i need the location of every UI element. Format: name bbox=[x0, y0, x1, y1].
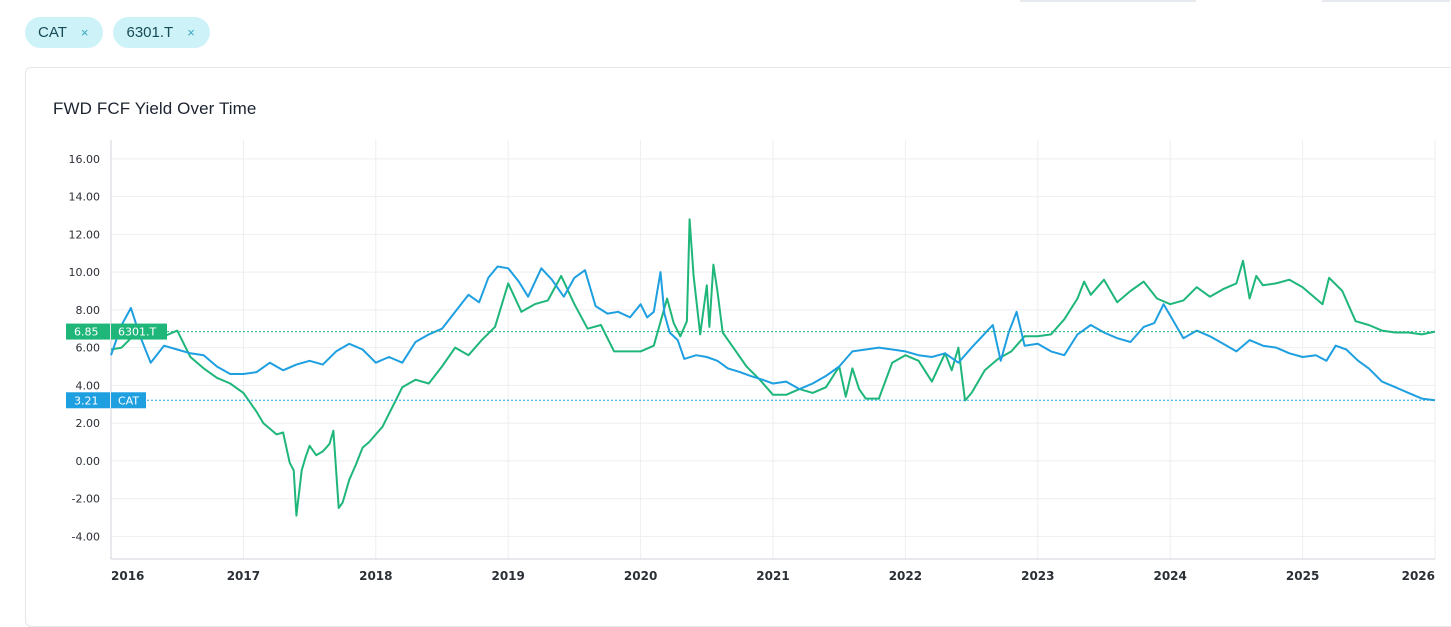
ticker-chip-cat[interactable]: CAT × bbox=[25, 17, 104, 48]
y-tick-label: 10.00 bbox=[69, 266, 101, 279]
series-name-label-6301t: 6301.T bbox=[118, 326, 156, 339]
ticker-chip-label: CAT bbox=[38, 24, 67, 41]
chart-title: FWD FCF Yield Over Time bbox=[53, 99, 257, 118]
y-tick-label: 6.00 bbox=[76, 342, 101, 355]
x-tick-label: 2017 bbox=[227, 569, 260, 583]
last-value-label-cat: 3.21 bbox=[74, 394, 99, 407]
close-icon[interactable]: × bbox=[80, 25, 89, 40]
y-tick-label: 16.00 bbox=[69, 153, 101, 166]
series-name-label-cat: CAT bbox=[118, 394, 139, 407]
x-tick-label: 2016 bbox=[111, 569, 144, 583]
y-tick-label: 4.00 bbox=[76, 379, 101, 392]
series-name-tag-cat bbox=[111, 392, 146, 409]
x-tick-label: 2019 bbox=[491, 569, 524, 583]
x-tick-label: 2026 bbox=[1402, 569, 1435, 583]
close-icon[interactable]: × bbox=[187, 25, 195, 40]
last-value-label-6301t: 6.85 bbox=[74, 326, 99, 339]
series-name-tag-6301t bbox=[111, 323, 167, 340]
ticker-chip-label: 6301.T bbox=[126, 24, 174, 41]
x-tick-label: 2025 bbox=[1286, 569, 1319, 583]
line-chart: 16.00 14.00 12.00 10.00 8.00 6.00 4.00 2.00 0.00… bbox=[66, 140, 1436, 583]
x-tick-label: 2020 bbox=[624, 569, 657, 583]
series-line-cat bbox=[110, 265, 1436, 402]
chart-card: FWD FCF Yield Over Time bbox=[25, 67, 1451, 627]
x-tick-label: 2022 bbox=[889, 569, 922, 583]
top-tab-indicator bbox=[1020, 0, 1196, 2]
y-tick-label: 12.00 bbox=[69, 228, 101, 241]
ticker-chip-6301t[interactable]: 6301.T × bbox=[113, 17, 210, 48]
series-line-6301t bbox=[110, 218, 1436, 517]
y-tick-label: -2.00 bbox=[72, 493, 100, 506]
top-tab-indicator bbox=[1322, 0, 1450, 2]
top-tab-strip bbox=[1020, 0, 1450, 2]
x-tick-label: 2021 bbox=[756, 569, 789, 583]
x-tick-label: 2024 bbox=[1153, 569, 1186, 583]
y-tick-label: 2.00 bbox=[76, 417, 101, 430]
y-tick-label: 14.00 bbox=[69, 191, 101, 204]
x-tick-label: 2023 bbox=[1021, 569, 1054, 583]
last-value-tag-6301t bbox=[66, 323, 110, 340]
y-tick-label: 8.00 bbox=[76, 304, 101, 317]
last-value-tag-cat bbox=[66, 392, 110, 409]
x-tick-label: 2018 bbox=[359, 569, 392, 583]
y-tick-label: 0.00 bbox=[76, 455, 101, 468]
ticker-filter-chips: CAT × 6301.T × bbox=[25, 17, 210, 48]
y-tick-label: -4.00 bbox=[72, 530, 100, 543]
